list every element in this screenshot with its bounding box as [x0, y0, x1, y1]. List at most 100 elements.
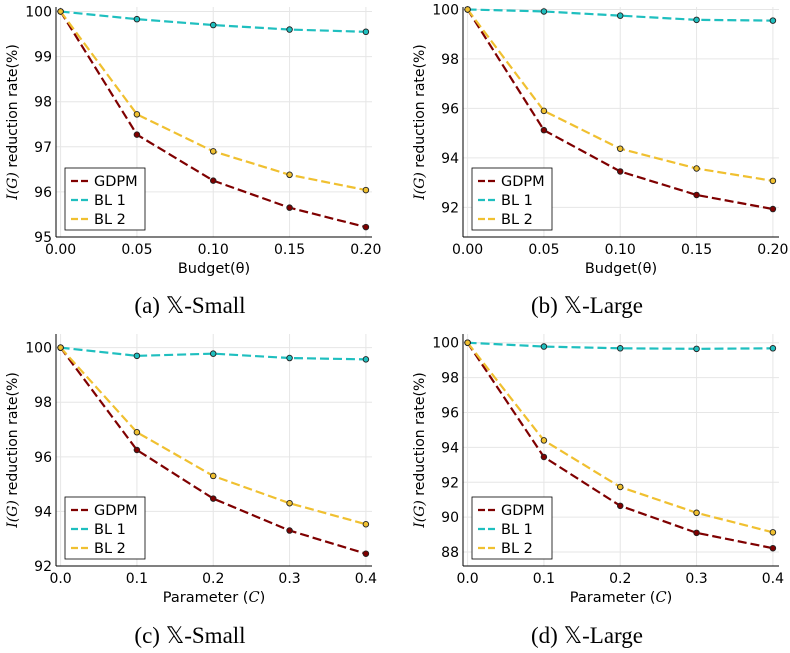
x-tick-label: 0.00 — [452, 242, 483, 258]
x-tick-label: 0.10 — [198, 242, 229, 258]
x-tick-label: 0.15 — [274, 242, 305, 258]
x-axis-label-text: Parameter ( — [163, 590, 249, 606]
x-axis-label: Budget(θ) — [178, 261, 250, 277]
series-line-bl-1 — [60, 346, 366, 361]
data-point-bl-2 — [464, 6, 471, 13]
data-point-bl-1 — [616, 12, 624, 19]
legend-label: BL 2 — [94, 541, 126, 557]
legend-box — [471, 167, 553, 231]
legend: GDPM BL 1 BL 2 — [64, 496, 146, 560]
data-point-gdpm — [693, 529, 700, 537]
panel-caption: (b) 𝕏-Large — [531, 293, 643, 318]
x-tick-label: 0.1 — [533, 571, 555, 587]
data-point-bl-1 — [286, 354, 293, 362]
y-axis-label-symbol: I(G) — [412, 172, 428, 201]
legend-label: BL 1 — [94, 522, 126, 538]
x-tick-label: 0.15 — [681, 242, 712, 258]
data-point-bl-1 — [286, 26, 293, 33]
y-tick-label: 96 — [34, 185, 52, 201]
x-tick-label: 0.2 — [609, 571, 631, 587]
x-axis-label-text: Parameter ( — [570, 590, 656, 606]
data-point-bl-2 — [133, 429, 141, 436]
chart-panel-2: 0.00 0.05 0.10 0.15 0.20 92 94 96 98 100 Budget(θ)… — [412, 2, 788, 318]
y-tick-label: 98 — [34, 395, 52, 411]
legend-label: GDPM — [94, 174, 138, 190]
y-axis-label-text: reduction rate(%) — [412, 372, 428, 500]
y-axis-label: I(G) reduction rate(%) — [5, 44, 21, 201]
y-tick-label: 98 — [441, 52, 459, 68]
x-axis-label-close: ) — [667, 590, 673, 606]
data-point-bl-1 — [616, 345, 624, 352]
data-point-bl-2 — [133, 111, 141, 118]
legend: GDPM BL 1 BL 2 — [64, 167, 146, 231]
x-axis-label: Parameter (C) — [570, 590, 673, 606]
data-point-bl-2 — [540, 437, 548, 444]
y-axis-label: I(G) reduction rate(%) — [412, 44, 428, 201]
data-point-bl-2 — [769, 529, 777, 536]
y-tick-label: 100 — [432, 336, 459, 352]
data-point-bl-2 — [209, 148, 217, 155]
y-tick-label: 96 — [34, 450, 52, 466]
data-point-bl-2 — [57, 8, 64, 15]
y-tick-label: 92 — [34, 559, 52, 575]
x-axis-label-symbol: C — [655, 590, 666, 606]
data-point-gdpm — [286, 527, 293, 534]
data-point-bl-1 — [693, 345, 700, 353]
data-point-bl-2 — [286, 499, 293, 507]
x-tick-label: 0.2 — [202, 571, 224, 587]
data-point-bl-1 — [540, 8, 548, 15]
y-tick-label: 98 — [34, 95, 52, 111]
x-tick-label: 0.0 — [456, 571, 478, 587]
data-point-gdpm — [540, 453, 548, 461]
x-axis-label-symbol: C — [248, 590, 259, 606]
data-point-gdpm — [209, 495, 217, 502]
data-point-gdpm — [540, 126, 548, 134]
panel-caption: (c) 𝕏-Small — [134, 623, 245, 648]
data-point-bl-2 — [693, 509, 700, 517]
legend-label: BL 2 — [501, 212, 533, 228]
series-line-gdpm — [59, 346, 367, 555]
data-point-bl-2 — [286, 171, 293, 179]
x-tick-label: 0.4 — [355, 571, 377, 587]
x-tick-label: 0.20 — [757, 242, 788, 258]
chart-panel-3: 0.0 0.1 0.2 0.3 0.4 92 94 96 98 100 Parameter (C) I… — [5, 334, 377, 648]
x-tick-label: 0.00 — [45, 242, 76, 258]
data-point-bl-2 — [540, 107, 548, 115]
x-tick-label: 0.3 — [685, 571, 707, 587]
data-point-bl-1 — [540, 343, 548, 350]
legend-label: GDPM — [501, 503, 545, 519]
data-point-gdpm — [616, 502, 624, 510]
data-point-bl-2 — [464, 339, 471, 346]
legend-label: BL 2 — [501, 541, 533, 557]
x-axis-label-close: ) — [260, 590, 266, 606]
y-tick-label: 96 — [441, 101, 459, 117]
x-tick-label: 0.4 — [762, 571, 784, 587]
y-tick-label: 97 — [34, 140, 52, 156]
data-point-bl-2 — [57, 344, 64, 351]
legend-label: BL 1 — [501, 522, 533, 538]
data-point-gdpm — [286, 204, 293, 211]
series-line-bl-1 — [467, 8, 773, 22]
legend-label: BL 2 — [94, 212, 126, 228]
y-tick-label: 96 — [441, 405, 459, 421]
data-point-bl-2 — [362, 186, 370, 194]
y-axis-label: I(G) reduction rate(%) — [5, 372, 21, 529]
y-tick-label: 99 — [34, 50, 52, 66]
legend: GDPM BL 1 BL 2 — [471, 496, 553, 560]
x-tick-label: 0.05 — [528, 242, 559, 258]
data-point-gdpm — [133, 446, 141, 454]
y-tick-label: 90 — [441, 510, 459, 526]
y-axis-label-text: reduction rate(%) — [412, 44, 428, 172]
x-tick-label: 0.0 — [49, 571, 71, 587]
y-tick-label: 95 — [34, 230, 52, 246]
data-point-bl-2 — [362, 520, 370, 528]
data-point-bl-2 — [616, 145, 624, 152]
y-axis-label-symbol: I(G) — [412, 500, 428, 529]
panel-caption: (d) 𝕏-Large — [531, 623, 643, 648]
data-point-bl-2 — [693, 165, 700, 172]
data-point-gdpm — [693, 191, 700, 199]
y-axis-label-symbol: I(G) — [5, 500, 21, 529]
data-point-bl-1 — [133, 352, 141, 360]
x-tick-label: 0.1 — [126, 571, 148, 587]
legend-label: BL 1 — [501, 193, 533, 209]
